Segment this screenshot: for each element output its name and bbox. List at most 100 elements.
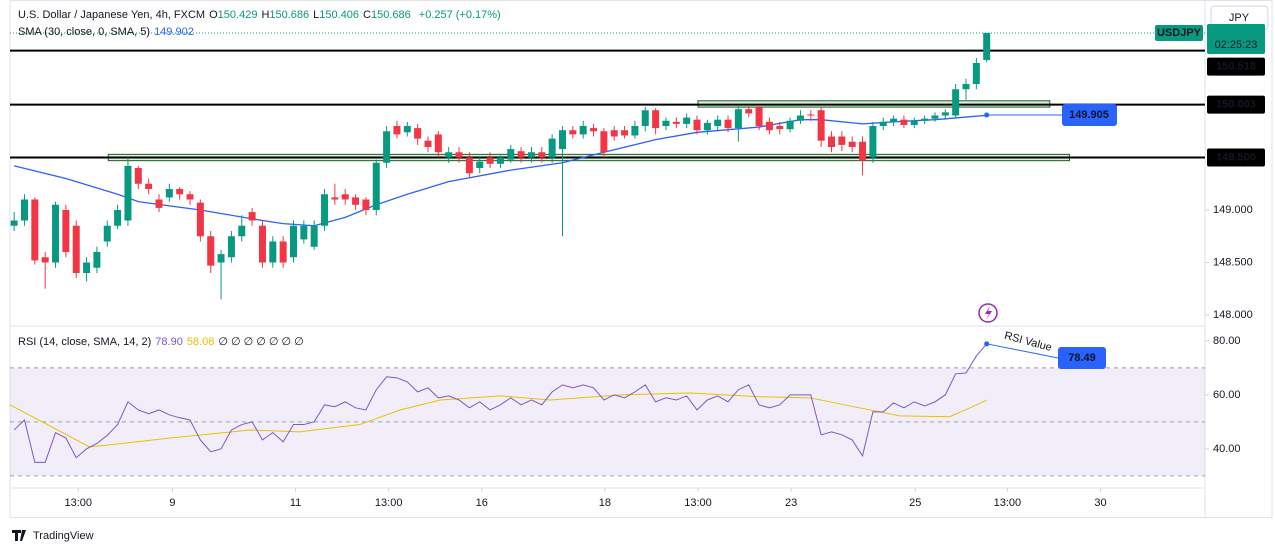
- x-tick-label: 23: [785, 497, 797, 509]
- rsi-y-tick-label: 80.00: [1213, 335, 1241, 347]
- candle-body: [289, 225, 297, 258]
- level-label-box: [1207, 148, 1265, 167]
- candle-body: [517, 151, 525, 158]
- price-note-label: 149.905: [1069, 109, 1109, 121]
- brand-logo: [12, 530, 26, 541]
- x-tick-label: 13:00: [375, 497, 403, 509]
- legend-sma: SMA (30, close, 0, SMA, 5) 149.902: [18, 26, 198, 38]
- rsi-ma-value: 58.08: [186, 336, 215, 348]
- candle-body: [869, 126, 877, 158]
- x-tick-label: 30: [1094, 497, 1106, 509]
- candle-body: [610, 130, 618, 137]
- candle-body: [93, 252, 101, 268]
- candle-body: [238, 225, 246, 237]
- symbol-title: U.S. Dollar / Japanese Yen, 4h, FXCM: [18, 9, 206, 21]
- candle-body: [31, 199, 39, 261]
- candle-body: [745, 109, 753, 114]
- x-tick-label: 13:00: [994, 497, 1022, 509]
- candle-body: [403, 126, 411, 133]
- candle-body: [72, 225, 80, 273]
- level-label: 150.518: [1216, 61, 1256, 73]
- candle-body: [879, 121, 887, 126]
- candle-body: [910, 120, 918, 125]
- candle-body: [714, 119, 722, 126]
- candle-body: [372, 162, 380, 210]
- x-tick-label: 16: [476, 497, 488, 509]
- candle-body: [796, 115, 804, 121]
- candle-body: [10, 220, 18, 226]
- candle-body: [331, 197, 339, 200]
- candle-body: [972, 63, 980, 84]
- ohlc-prefix: H: [261, 9, 270, 21]
- rsi-pane: [10, 343, 1205, 477]
- legend-main: U.S. Dollar / Japanese Yen, 4h, FXCM O150…: [18, 9, 505, 21]
- rsi-note-dot: [984, 341, 990, 347]
- x-tick-label: 13:00: [684, 497, 712, 509]
- candle-body: [590, 128, 598, 132]
- y-tick-label: 148.000: [1213, 309, 1253, 321]
- candle-body: [817, 110, 825, 141]
- candle-body: [838, 136, 846, 145]
- ohlc-prefix: O: [209, 9, 218, 21]
- candle-body: [279, 241, 287, 263]
- candle-body: [952, 89, 960, 116]
- candle-body: [134, 168, 142, 184]
- candle-body: [165, 189, 173, 198]
- rsi-note-line: [986, 343, 1059, 359]
- candle-body: [114, 210, 122, 226]
- candle-body: [848, 141, 856, 147]
- countdown: 02:25:23: [1215, 39, 1258, 51]
- ohlc-prefix: C: [363, 9, 371, 21]
- currency[interactable]: JPY: [1229, 12, 1250, 24]
- candle-body: [641, 110, 649, 126]
- candle-body: [765, 121, 773, 131]
- frame: [9, 0, 1273, 518]
- candle-body: [558, 130, 566, 150]
- x-tick-label: 11: [290, 497, 301, 509]
- candle-body: [569, 130, 577, 135]
- candle-body: [207, 236, 215, 266]
- y-tick-label: 148.500: [1213, 256, 1253, 268]
- rsi-y-tick-label: 40.00: [1213, 443, 1241, 455]
- ohlc-prefix: L: [313, 9, 320, 21]
- rsi-name: RSI (14, close, SMA, 14, 2): [18, 336, 152, 348]
- candle-body: [155, 199, 163, 208]
- ohlc-value: 150.429: [217, 9, 258, 21]
- candle-body: [724, 119, 732, 129]
- candle-body: [258, 225, 266, 263]
- candle-body: [486, 157, 494, 164]
- price-note-dot: [984, 112, 990, 118]
- candle-body: [579, 126, 587, 135]
- candle-body: [248, 212, 256, 221]
- ohlc: O150.429 H150.686 L150.406 C150.686: [209, 9, 415, 21]
- candle-body: [786, 120, 794, 130]
- candle-body: [652, 110, 660, 129]
- price-note-box: [1062, 103, 1117, 126]
- candle-body: [103, 225, 111, 242]
- candle-body: [527, 152, 535, 158]
- candle-body: [62, 210, 70, 252]
- candle-body: [445, 152, 453, 158]
- candle-body: [83, 262, 91, 273]
- candle-body: [434, 134, 442, 153]
- rsi-extra: ∅ ∅ ∅ ∅ ∅ ∅ ∅: [218, 336, 304, 348]
- candle-body: [352, 197, 360, 205]
- candle-body: [941, 112, 949, 116]
- event-bolt: [985, 306, 992, 320]
- rsi-note-value: 78.49: [1068, 352, 1096, 364]
- candle-body: [734, 109, 742, 129]
- candle-body: [962, 84, 970, 90]
- legend-rsi: RSI (14, close, SMA, 14, 2) 78.90 58.08 ∅ ∅…: [18, 335, 308, 348]
- candle-body: [807, 114, 815, 116]
- candle-body: [931, 115, 939, 119]
- candle-body: [20, 199, 28, 221]
- candle-body: [424, 140, 432, 147]
- candle-body: [600, 131, 608, 153]
- candle-body: [776, 126, 784, 130]
- candle-body: [683, 117, 691, 124]
- change: +0.257 (+0.17%): [418, 9, 501, 21]
- candle-body: [186, 194, 194, 200]
- candle-body: [414, 128, 422, 139]
- candle-body: [538, 152, 546, 158]
